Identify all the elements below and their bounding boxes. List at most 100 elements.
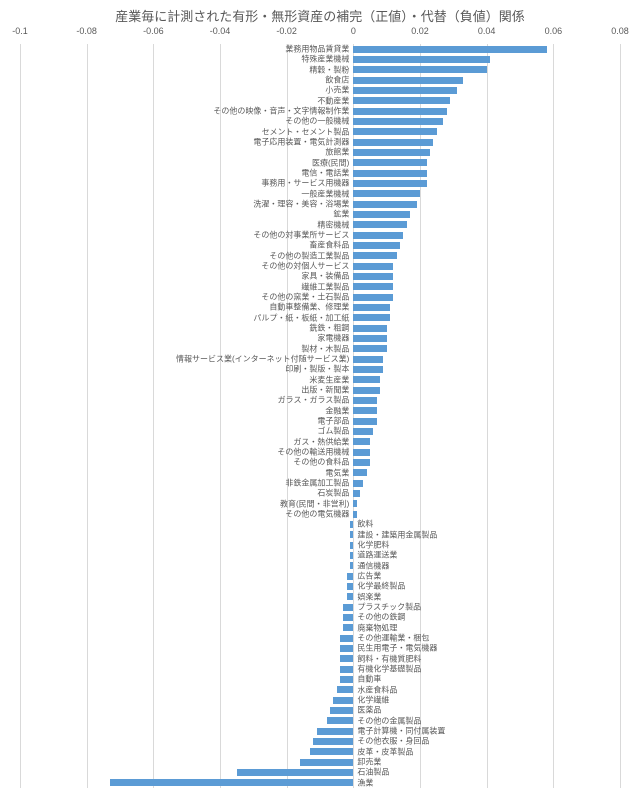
bar-row: 皮革・皮革製品 bbox=[20, 747, 620, 757]
bar-label: ガス・熱供給業 bbox=[293, 436, 353, 447]
bar-row: 娯楽業 bbox=[20, 592, 620, 602]
bar bbox=[353, 201, 416, 208]
bar-row: 通信機器 bbox=[20, 561, 620, 571]
bar bbox=[340, 676, 353, 683]
bar-row: その他の対事業所サービス bbox=[20, 230, 620, 240]
bar-row: その他の輸送用機械 bbox=[20, 447, 620, 457]
bar bbox=[353, 190, 420, 197]
bar-row: 非鉄金属加工製品 bbox=[20, 478, 620, 488]
bar-label: 飼料・有機質肥料 bbox=[353, 653, 421, 664]
bar-label: 一般産業機械 bbox=[301, 188, 353, 199]
bar bbox=[353, 356, 383, 363]
bar bbox=[333, 697, 353, 704]
bar-row: その他衣服・身回品 bbox=[20, 736, 620, 746]
bar-row: 特殊産業機械 bbox=[20, 54, 620, 64]
bar-row: ゴム製品 bbox=[20, 426, 620, 436]
bar-row: 医療(民間) bbox=[20, 158, 620, 168]
bar-row: その他の鉄鋼 bbox=[20, 612, 620, 622]
bar bbox=[353, 97, 450, 104]
bar bbox=[343, 604, 353, 611]
bar bbox=[340, 666, 353, 673]
bar-row: 教育(民間・非営利) bbox=[20, 499, 620, 509]
bar-row: 製材・木製品 bbox=[20, 344, 620, 354]
bar-row: 電子部品 bbox=[20, 416, 620, 426]
bar-label: 水産食料品 bbox=[353, 684, 397, 695]
bar bbox=[337, 686, 354, 693]
gridline bbox=[620, 44, 621, 788]
bar-label: 皮革・皮革製品 bbox=[353, 746, 413, 757]
bar bbox=[353, 170, 426, 177]
bar bbox=[353, 56, 490, 63]
bar-row: 石炭製品 bbox=[20, 488, 620, 498]
bar-row: 鉱業 bbox=[20, 209, 620, 219]
x-tick-label: 0.04 bbox=[478, 26, 496, 36]
bar bbox=[300, 759, 353, 766]
bar bbox=[310, 748, 353, 755]
bar-row: 漁業 bbox=[20, 778, 620, 788]
bars-area: 業務用物品賃貸業特殊産業機械精穀・製粉飲食店小売業不動産業その他の映像・音声・文… bbox=[20, 44, 620, 788]
x-tick-label: -0.08 bbox=[76, 26, 97, 36]
bar bbox=[353, 87, 456, 94]
bar bbox=[353, 407, 376, 414]
bar-row: 化学最終製品 bbox=[20, 581, 620, 591]
bar-row: 自動車 bbox=[20, 674, 620, 684]
bar-row: その他の製造工業製品 bbox=[20, 251, 620, 261]
bar-row: 精穀・製粉 bbox=[20, 65, 620, 75]
bar bbox=[340, 645, 353, 652]
bar-row: その他の映像・音声・文字情報制作業 bbox=[20, 106, 620, 116]
bar-row: 廃棄物処理 bbox=[20, 623, 620, 633]
bar-row: 民生用電子・電気機器 bbox=[20, 643, 620, 653]
bar bbox=[353, 242, 400, 249]
bar-row: セメント・セメント製品 bbox=[20, 127, 620, 137]
bar-row: 飲料 bbox=[20, 519, 620, 529]
bar bbox=[353, 294, 393, 301]
bar-row: 電子応用装置・電気計測器 bbox=[20, 137, 620, 147]
bar-label: 精密機械 bbox=[317, 219, 353, 230]
bar bbox=[347, 583, 354, 590]
bar bbox=[353, 345, 386, 352]
bar-row: 事務用・サービス用機器 bbox=[20, 178, 620, 188]
bar bbox=[313, 738, 353, 745]
bar-row: 水産食料品 bbox=[20, 685, 620, 695]
bar bbox=[353, 159, 426, 166]
bar bbox=[327, 717, 354, 724]
bar-row: パルプ・紙・板紙・加工紙 bbox=[20, 313, 620, 323]
bar-row: 化学肥料 bbox=[20, 540, 620, 550]
bar bbox=[353, 46, 546, 53]
bar-label: 建設・建築用金属製品 bbox=[353, 529, 437, 540]
bar-label: その他の電気機器 bbox=[285, 509, 353, 520]
bar bbox=[353, 397, 376, 404]
bar bbox=[340, 655, 353, 662]
x-tick-label: -0.02 bbox=[276, 26, 297, 36]
bar-row: 電気業 bbox=[20, 468, 620, 478]
bar-label: 漁業 bbox=[353, 777, 373, 788]
bar-row: 有機化学基礎製品 bbox=[20, 664, 620, 674]
bar-row: 卸売業 bbox=[20, 757, 620, 767]
bar-row: その他の一般機械 bbox=[20, 116, 620, 126]
x-tick-label: 0 bbox=[351, 26, 356, 36]
bar-label: 精穀・製粉 bbox=[309, 64, 353, 75]
bar bbox=[353, 139, 433, 146]
bar bbox=[353, 180, 426, 187]
bar bbox=[353, 118, 443, 125]
bar-label: 不動産業 bbox=[317, 95, 353, 106]
x-axis-labels: -0.1-0.08-0.06-0.04-0.0200.020.040.060.0… bbox=[20, 26, 620, 42]
bar bbox=[353, 459, 370, 466]
bar-row: 不動産業 bbox=[20, 96, 620, 106]
bar bbox=[353, 387, 380, 394]
bar bbox=[353, 325, 386, 332]
plot-area: -0.1-0.08-0.06-0.04-0.0200.020.040.060.0… bbox=[20, 28, 620, 788]
chart-container: 産業毎に計測された有形・無形資産の補完（正値）・代替（負値）関係 -0.1-0.… bbox=[0, 0, 640, 800]
bar bbox=[353, 438, 370, 445]
bar-row: 広告業 bbox=[20, 571, 620, 581]
bar bbox=[343, 614, 353, 621]
bar-row: プラスチック製品 bbox=[20, 602, 620, 612]
bar bbox=[353, 304, 390, 311]
x-tick-label: 0.06 bbox=[545, 26, 563, 36]
bar-row: 家具・装備品 bbox=[20, 271, 620, 281]
x-tick-label: -0.04 bbox=[210, 26, 231, 36]
x-tick-label: -0.06 bbox=[143, 26, 164, 36]
bar bbox=[353, 232, 403, 239]
bar-row: 電子計算機・同付属装置 bbox=[20, 726, 620, 736]
bar bbox=[353, 77, 463, 84]
